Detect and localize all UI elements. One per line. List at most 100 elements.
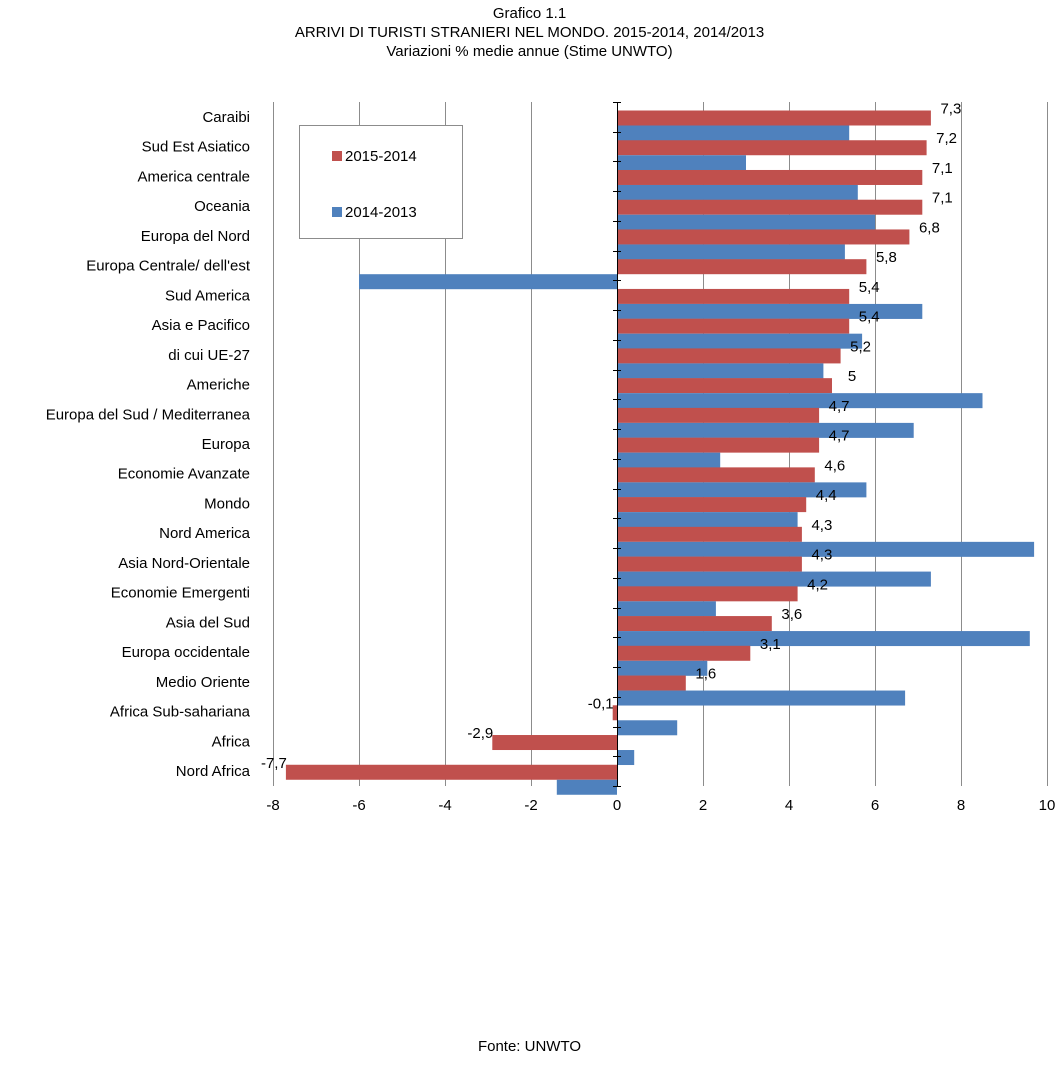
bar-2015-2014 <box>617 526 802 542</box>
bar-2015-2014 <box>612 705 617 721</box>
data-label: -2,9 <box>467 725 493 742</box>
bar-2014-2013 <box>617 155 746 171</box>
bar-2014-2013 <box>617 690 906 706</box>
data-label: 7,3 <box>940 101 961 118</box>
chart-legend: 2015-2014 2014-2013 <box>299 125 463 239</box>
chart-title-block: Grafico 1.1 ARRIVI DI TURISTI STRANIERI … <box>0 4 1059 61</box>
category-label: Oceania <box>194 198 251 215</box>
data-label: -0,1 <box>588 695 614 712</box>
bar-2015-2014 <box>617 645 751 661</box>
bar-2015-2014 <box>285 764 617 780</box>
bar-2014-2013 <box>617 333 863 349</box>
category-label: Medio Oriente <box>156 674 250 691</box>
bar-2015-2014 <box>617 497 807 513</box>
data-label: 5 <box>848 368 856 385</box>
bar-2014-2013 <box>617 244 845 260</box>
bar-2014-2013 <box>617 452 721 468</box>
bar-2015-2014 <box>617 288 850 304</box>
category-label: Asia del Sud <box>166 614 250 631</box>
data-label: 7,1 <box>932 160 953 177</box>
x-tick-label: 6 <box>871 797 879 814</box>
bar-2014-2013 <box>617 393 983 409</box>
bar-2015-2014 <box>617 586 798 602</box>
bar-2014-2013 <box>617 422 914 438</box>
legend-swatch-series1 <box>332 151 342 161</box>
x-tick-label: -8 <box>266 797 279 814</box>
data-label: 3,6 <box>781 606 802 623</box>
bar-2014-2013 <box>556 779 617 795</box>
data-label: 4,4 <box>816 487 837 504</box>
category-label: Europa occidentale <box>122 644 250 661</box>
category-label: America centrale <box>137 168 250 185</box>
bar-2014-2013 <box>617 660 708 676</box>
bar-2014-2013 <box>359 274 617 290</box>
category-label: Asia Nord-Orientale <box>118 555 250 572</box>
category-label: Asia e Pacifico <box>152 317 250 334</box>
data-label: 7,1 <box>932 190 953 207</box>
bar-2014-2013 <box>617 482 867 498</box>
category-label: Economie Emergenti <box>111 585 250 602</box>
bar-2015-2014 <box>617 407 820 423</box>
legend-item-series1: 2015-2014 <box>332 148 417 165</box>
bar-2015-2014 <box>617 229 910 245</box>
bar-2015-2014 <box>617 140 927 156</box>
data-label: 5,8 <box>876 249 897 266</box>
bar-2014-2013 <box>617 363 824 379</box>
data-label: -7,7 <box>261 755 287 772</box>
chart-title-line3: Variazioni % medie annue (Stime UNWTO) <box>386 43 673 60</box>
data-label: 4,2 <box>807 576 828 593</box>
category-label: di cui UE-27 <box>168 347 250 364</box>
data-label: 4,7 <box>829 398 850 415</box>
legend-swatch-series2 <box>332 207 342 217</box>
x-tick-label: -2 <box>524 797 537 814</box>
x-tick-label: 4 <box>785 797 793 814</box>
bar-2014-2013 <box>617 214 875 230</box>
data-label: 4,6 <box>824 457 845 474</box>
data-label: 4,7 <box>829 428 850 445</box>
bar-2014-2013 <box>617 750 635 766</box>
bar-2015-2014 <box>617 675 686 691</box>
bar-2015-2014 <box>617 467 815 483</box>
bar-2015-2014 <box>617 318 850 334</box>
category-label: Africa <box>212 733 251 750</box>
bar-2015-2014 <box>617 169 923 185</box>
legend-label-series2: 2014-2013 <box>345 204 417 221</box>
bar-2015-2014 <box>492 735 617 751</box>
x-tick-label: -6 <box>352 797 365 814</box>
legend-item-series2: 2014-2013 <box>332 204 417 221</box>
data-label: 5,4 <box>859 309 880 326</box>
category-label: Europa del Sud / Mediterranea <box>46 406 251 423</box>
chart-title-line1: Grafico 1.1 <box>492 5 567 22</box>
data-label: 7,2 <box>936 130 957 147</box>
data-label: 4,3 <box>811 547 832 564</box>
bar-2014-2013 <box>617 720 678 736</box>
x-tick-label: 8 <box>957 797 965 814</box>
category-label: Nord America <box>159 525 251 542</box>
source-note: Fonte: UNWTO <box>477 1038 582 1055</box>
data-label: 4,3 <box>811 517 832 534</box>
bar-2014-2013 <box>617 571 931 587</box>
data-label: 3,1 <box>760 636 781 653</box>
bar-2014-2013 <box>617 601 716 617</box>
bar-2014-2013 <box>617 303 923 319</box>
bar-2015-2014 <box>617 616 772 632</box>
category-label: Nord Africa <box>176 763 251 780</box>
data-label: 6,8 <box>919 219 940 236</box>
bar-2014-2013 <box>617 184 858 200</box>
legend-label-series1: 2015-2014 <box>345 148 417 165</box>
data-label: 5,4 <box>859 279 880 296</box>
category-label: Europa <box>202 436 251 453</box>
bar-2014-2013 <box>617 125 850 141</box>
bar-2014-2013 <box>617 631 1030 647</box>
bar-2015-2014 <box>617 259 867 275</box>
category-label: Europa Centrale/ dell'est <box>86 258 251 275</box>
category-label: Africa Sub-sahariana <box>110 704 251 721</box>
x-tick-label: 10 <box>1039 797 1056 814</box>
category-label: Economie Avanzate <box>118 466 250 483</box>
bar-2014-2013 <box>617 512 798 528</box>
category-label: Mondo <box>204 495 250 512</box>
category-label: Europa del Nord <box>141 228 250 245</box>
bar-2014-2013 <box>617 541 1035 557</box>
category-label: Sud Est Asiatico <box>142 139 250 156</box>
